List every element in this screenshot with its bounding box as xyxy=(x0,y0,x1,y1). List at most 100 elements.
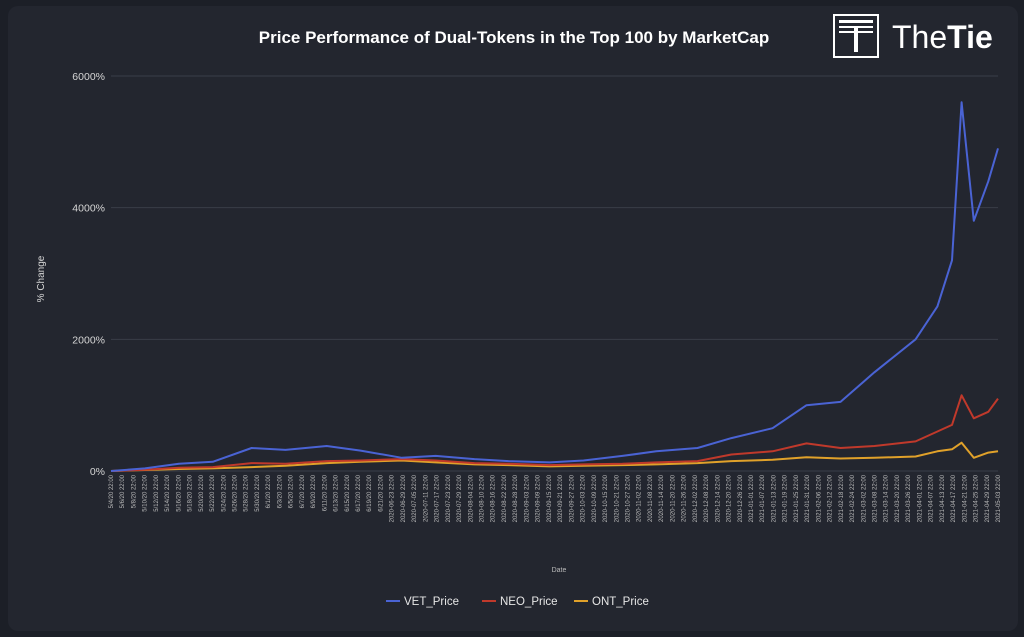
x-axis-label: Date xyxy=(552,567,567,574)
x-tick-label: 2021-01-31 22:00 xyxy=(805,474,811,522)
x-tick-label: 5/4/20 22:00 xyxy=(109,474,115,508)
x-tick-label: 2021-02-12 22:00 xyxy=(828,474,834,522)
x-tick-label: 2020-09-09 22:00 xyxy=(536,474,542,522)
y-tick-label: 6000% xyxy=(72,71,105,83)
x-tick-label: 2020-12-26 22:00 xyxy=(738,474,744,522)
legend-label: VET_Price xyxy=(404,596,459,608)
x-tick-label: 2021-02-24 22:00 xyxy=(850,474,856,522)
x-tick-label: 2021-01-07 22:00 xyxy=(760,474,766,522)
x-tick-label: 2020-07-17 22:00 xyxy=(435,474,441,522)
x-tick-label: 5/14/20 22:00 xyxy=(165,474,171,511)
grid-lines xyxy=(111,75,998,472)
x-tick-label: 2020-11-14 22:00 xyxy=(659,474,665,522)
x-tick-label: 2020-10-03 22:00 xyxy=(581,474,587,522)
legend: VET_Price NEO_Price ONT_Price xyxy=(386,596,649,608)
x-tick-label: 2020-10-27 22:00 xyxy=(625,474,631,522)
x-tick-label: 2020-10-21 22:00 xyxy=(614,474,620,522)
y-axis-ticks: 0% 2000% 4000% 6000% xyxy=(72,71,105,478)
x-tick-label: 2021-01-25 22:00 xyxy=(794,474,800,522)
chart-title: Price Performance of Dual-Tokens in the … xyxy=(259,28,769,47)
x-tick-label: 5/30/20 22:00 xyxy=(255,474,261,511)
x-tick-label: 6/9/20 22:00 xyxy=(311,474,317,508)
x-tick-label: 6/3/20 22:00 xyxy=(277,474,283,508)
x-tick-label: 2021-01-13 22:00 xyxy=(771,474,777,522)
x-tick-label: 2020-06-29 22:00 xyxy=(401,474,407,522)
x-tick-label: 5/8/20 22:00 xyxy=(131,474,137,508)
x-axis-ticks: 5/4/20 22:00 5/6/20 22:00 5/8/20 22:00 5/10… xyxy=(109,474,1002,522)
chart-frame: Price Performance of Dual-Tokens in the … xyxy=(8,6,1018,631)
x-tick-label: 5/10/20 22:00 xyxy=(143,474,149,511)
x-tick-label: 2020-09-15 22:00 xyxy=(547,474,553,522)
x-tick-label: 6/17/20 22:00 xyxy=(356,474,362,511)
x-tick-label: 2020-09-27 22:00 xyxy=(569,474,575,522)
y-tick-label: 4000% xyxy=(72,203,105,215)
x-tick-label: 2021-04-25 22:00 xyxy=(974,474,980,522)
x-tick-label: 2020-12-08 22:00 xyxy=(704,474,710,522)
x-tick-label: 2020-11-20 22:00 xyxy=(670,474,676,522)
x-tick-label: 5/26/20 22:00 xyxy=(233,474,239,511)
x-tick-label: 5/20/20 22:00 xyxy=(199,474,205,511)
x-tick-label: 2020-11-02 22:00 xyxy=(637,474,643,522)
y-tick-label: 2000% xyxy=(72,334,105,346)
x-tick-label: 6/5/20 22:00 xyxy=(289,474,295,508)
x-tick-label: 2021-04-01 22:00 xyxy=(917,474,923,522)
x-tick-label: 2021-03-20 22:00 xyxy=(895,474,901,522)
logo-text: TheTie xyxy=(892,19,993,55)
x-tick-label: 2020-07-11 22:00 xyxy=(423,474,429,522)
x-tick-label: 2020-08-16 22:00 xyxy=(491,474,497,522)
x-tick-label: 2020-08-22 22:00 xyxy=(502,474,508,522)
x-tick-label: 6/21/20 22:00 xyxy=(378,474,384,511)
x-tick-label: 2021-04-17 22:00 xyxy=(951,474,957,522)
x-tick-label: 2021-01-01 22:00 xyxy=(749,474,755,522)
logo-box xyxy=(833,14,879,58)
y-tick-label: 0% xyxy=(90,466,105,478)
x-tick-label: 2020-11-08 22:00 xyxy=(648,474,654,522)
x-tick-label: 2021-02-06 22:00 xyxy=(816,474,822,522)
x-tick-label: 2021-03-08 22:00 xyxy=(872,474,878,522)
x-tick-label: 2020-10-09 22:00 xyxy=(592,474,598,522)
x-tick-label: 5/22/20 22:00 xyxy=(210,474,216,511)
x-tick-label: 2020-09-03 22:00 xyxy=(524,474,530,522)
x-tick-label: 2021-04-29 22:00 xyxy=(985,474,991,522)
x-tick-label: 2020-08-04 22:00 xyxy=(468,474,474,522)
x-tick-label: 2020-08-28 22:00 xyxy=(513,474,519,522)
thetie-logo: TheTie xyxy=(833,14,993,58)
series-lines xyxy=(110,101,999,472)
x-tick-label: 6/11/20 22:00 xyxy=(322,474,328,511)
x-tick-label: 2020-12-02 22:00 xyxy=(693,474,699,522)
x-tick-label: 2020-07-29 22:00 xyxy=(457,474,463,522)
x-tick-label: 2021-04-13 22:00 xyxy=(940,474,946,522)
x-tick-label: 2020-06-23 22:00 xyxy=(390,474,396,522)
x-tick-label: 2021-01-19 22:00 xyxy=(783,474,789,522)
x-tick-label: 5/6/20 22:00 xyxy=(120,474,126,508)
x-tick-label: 5/18/20 22:00 xyxy=(188,474,194,511)
x-tick-label: 5/16/20 22:00 xyxy=(176,474,182,511)
x-tick-label: 6/7/20 22:00 xyxy=(300,474,306,508)
legend-label: NEO_Price xyxy=(500,596,558,608)
x-tick-label: 2021-03-14 22:00 xyxy=(884,474,890,522)
x-tick-label: 5/24/20 22:00 xyxy=(221,474,227,511)
x-tick-label: 2020-09-21 22:00 xyxy=(558,474,564,522)
x-tick-label: 6/15/20 22:00 xyxy=(345,474,351,511)
x-tick-label: 2021-05-03 22:00 xyxy=(996,474,1002,522)
x-tick-label: 2020-11-26 22:00 xyxy=(682,474,688,522)
x-tick-label: 2021-04-07 22:00 xyxy=(929,474,935,522)
x-tick-label: 2021-03-02 22:00 xyxy=(861,474,867,522)
x-tick-label: 6/19/20 22:00 xyxy=(367,474,373,511)
series-line-ONT_Price xyxy=(110,441,999,472)
x-tick-label: 2020-12-20 22:00 xyxy=(727,474,733,522)
series-line-VET_Price xyxy=(110,101,999,472)
x-tick-label: 5/28/20 22:00 xyxy=(244,474,250,511)
x-tick-label: 2021-04-21 22:00 xyxy=(962,474,968,522)
x-tick-label: 6/13/20 22:00 xyxy=(334,474,340,511)
x-tick-label: 2020-07-23 22:00 xyxy=(446,474,452,522)
y-axis-label: % Change xyxy=(36,255,47,302)
line-chart: Price Performance of Dual-Tokens in the … xyxy=(36,14,1002,608)
x-tick-label: 2020-12-14 22:00 xyxy=(715,474,721,522)
series-line-NEO_Price xyxy=(110,394,999,472)
x-tick-label: 2020-10-15 22:00 xyxy=(603,474,609,522)
x-tick-label: 2020-08-10 22:00 xyxy=(480,474,486,522)
x-tick-label: 2021-03-26 22:00 xyxy=(906,474,912,522)
x-tick-label: 2021-02-18 22:00 xyxy=(839,474,845,522)
legend-label: ONT_Price xyxy=(592,596,649,608)
